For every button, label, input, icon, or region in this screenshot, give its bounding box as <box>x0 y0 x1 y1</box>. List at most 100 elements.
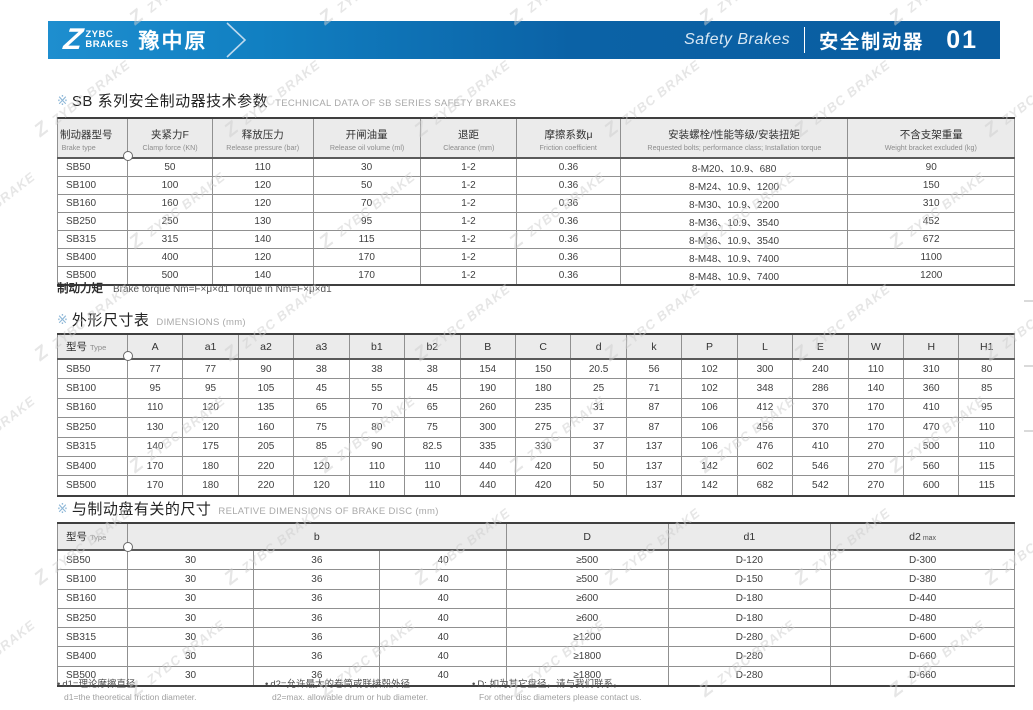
value-cell: 110 <box>847 358 905 380</box>
value-cell: ≥500 <box>505 569 669 590</box>
value-cell: 1-2 <box>419 266 518 286</box>
column-header: 不含支架重量 Weight bracket excluded (kg) <box>847 117 1015 159</box>
value-cell: 110 <box>348 455 406 477</box>
table-row: SB315 30 36 40 ≥1200 D-280 D-600 <box>57 627 1015 648</box>
table-row: SB160 110 120 135 65 70 65 260 235 31 87 106 412 370 1… <box>57 397 1015 419</box>
value-cell: 120 <box>182 417 239 438</box>
header-sub-label: max <box>922 534 937 542</box>
value-cell: 412 <box>736 397 794 419</box>
value-cell: 110 <box>404 455 461 477</box>
value-cell: 542 <box>792 475 849 497</box>
brake-type-cell: SB50 <box>57 549 128 571</box>
value-cell: 137 <box>625 475 683 497</box>
brake-type-cell: SB250 <box>57 212 128 231</box>
value-cell: 106 <box>681 397 738 419</box>
reference-mark-icon: ※ <box>57 93 68 108</box>
header-label-en: Type <box>90 343 107 352</box>
value-cell: D-660 <box>830 646 1015 667</box>
value-cell: 110 <box>404 475 461 497</box>
value-cell: 270 <box>847 475 905 497</box>
column-header: d <box>570 333 627 360</box>
value-cell: 8-M36、10.9、3540 <box>619 230 849 249</box>
value-cell: 452 <box>847 212 1015 231</box>
edge-mark <box>1024 430 1033 432</box>
header-label: d2 <box>909 530 921 543</box>
value-cell: 130 <box>126 417 184 438</box>
column-header: b1 <box>348 333 406 360</box>
value-cell: 30 <box>126 549 255 571</box>
value-cell: 77 <box>126 358 184 380</box>
edge-mark <box>1024 365 1033 367</box>
brake-disc-table-wrap: 型号 Type b D d1 d2 max SB50 30 36 40 ≥500 D-120 D… <box>57 522 1015 688</box>
value-cell: 102 <box>681 378 738 399</box>
footnote-en: For other disc diameters please contact … <box>479 692 642 702</box>
value-cell: 36 <box>253 627 381 648</box>
header-label-en: Clamp force (KN) <box>142 142 198 152</box>
header-label-en: Release oil volume (ml) <box>329 142 404 152</box>
column-header: 退距 Clearance (mm) <box>419 117 518 159</box>
header-divider <box>804 27 806 53</box>
value-cell: 0.36 <box>516 176 621 195</box>
value-cell: 270 <box>847 455 905 477</box>
value-cell: 120 <box>182 397 239 419</box>
value-cell: D-120 <box>667 549 832 571</box>
value-cell: 0.36 <box>516 157 621 177</box>
value-cell: 37 <box>570 436 627 457</box>
value-cell: 220 <box>237 475 295 497</box>
value-cell: 170 <box>312 248 421 267</box>
value-cell: 410 <box>792 436 849 457</box>
column-header: C <box>514 333 572 360</box>
header-subtitle-en: Safety Brakes <box>684 31 791 48</box>
value-cell: 75 <box>404 417 461 438</box>
b-column-header: b <box>126 522 507 551</box>
brake-type-cell: SB250 <box>57 417 128 438</box>
value-cell: ≥1200 <box>505 627 669 648</box>
corner-node-marker <box>122 542 133 552</box>
value-cell: 106 <box>681 436 738 457</box>
brand-name-en: ZYBC BRAKES <box>85 30 128 50</box>
value-cell: 40 <box>379 569 507 590</box>
value-cell: 420 <box>514 475 572 497</box>
value-cell: 50 <box>312 176 421 195</box>
bullet-icon: • <box>265 679 269 690</box>
section1-title-cn: SB 系列安全制动器技术参数 <box>71 93 269 110</box>
value-cell: 137 <box>625 436 683 457</box>
note-cn: 制动力矩 <box>57 283 103 295</box>
value-cell: 140 <box>847 378 905 399</box>
column-header: H1 <box>958 333 1015 360</box>
value-cell: 130 <box>212 212 314 231</box>
value-cell: 120 <box>212 248 314 267</box>
brake-type-cell: SB50 <box>57 157 128 177</box>
value-cell: 682 <box>736 475 794 497</box>
column-header: H <box>903 333 960 360</box>
value-cell: 77 <box>182 358 239 380</box>
table-row: SB400 170 180 220 120 110 110 440 420 50 137 142 602… <box>57 455 1015 477</box>
value-cell: 335 <box>459 436 516 457</box>
value-cell: 31 <box>570 397 627 419</box>
table-row: SB160 160 120 70 1-2 0.36 8-M30、10.9、2200 310 <box>57 194 1015 213</box>
value-cell: 170 <box>847 417 905 438</box>
brake-type-cell: SB100 <box>57 378 128 399</box>
value-cell: 260 <box>459 397 516 419</box>
header-label-cn: 退距 <box>458 128 480 141</box>
value-cell: 37 <box>570 417 627 438</box>
chevron-right-icon <box>226 22 247 58</box>
value-cell: 110 <box>212 157 314 177</box>
header-label-cn: 摩擦系数μ <box>544 128 593 141</box>
column-header: W <box>847 333 905 360</box>
value-cell: 1100 <box>847 248 1015 267</box>
value-cell: 30 <box>126 588 255 609</box>
value-cell: 1-2 <box>419 157 518 177</box>
value-cell: 40 <box>379 588 507 609</box>
reference-mark-icon: ※ <box>57 501 68 516</box>
value-cell: D-600 <box>830 627 1015 648</box>
value-cell: 348 <box>736 378 794 399</box>
value-cell: 25 <box>570 378 627 399</box>
value-cell: 300 <box>736 358 794 380</box>
footnote-d1: • d1=理论摩擦直径 d1=the theoretical friction d… <box>57 676 197 702</box>
value-cell: 220 <box>237 455 295 477</box>
value-cell: 170 <box>847 397 905 419</box>
value-cell: 190 <box>459 378 516 399</box>
